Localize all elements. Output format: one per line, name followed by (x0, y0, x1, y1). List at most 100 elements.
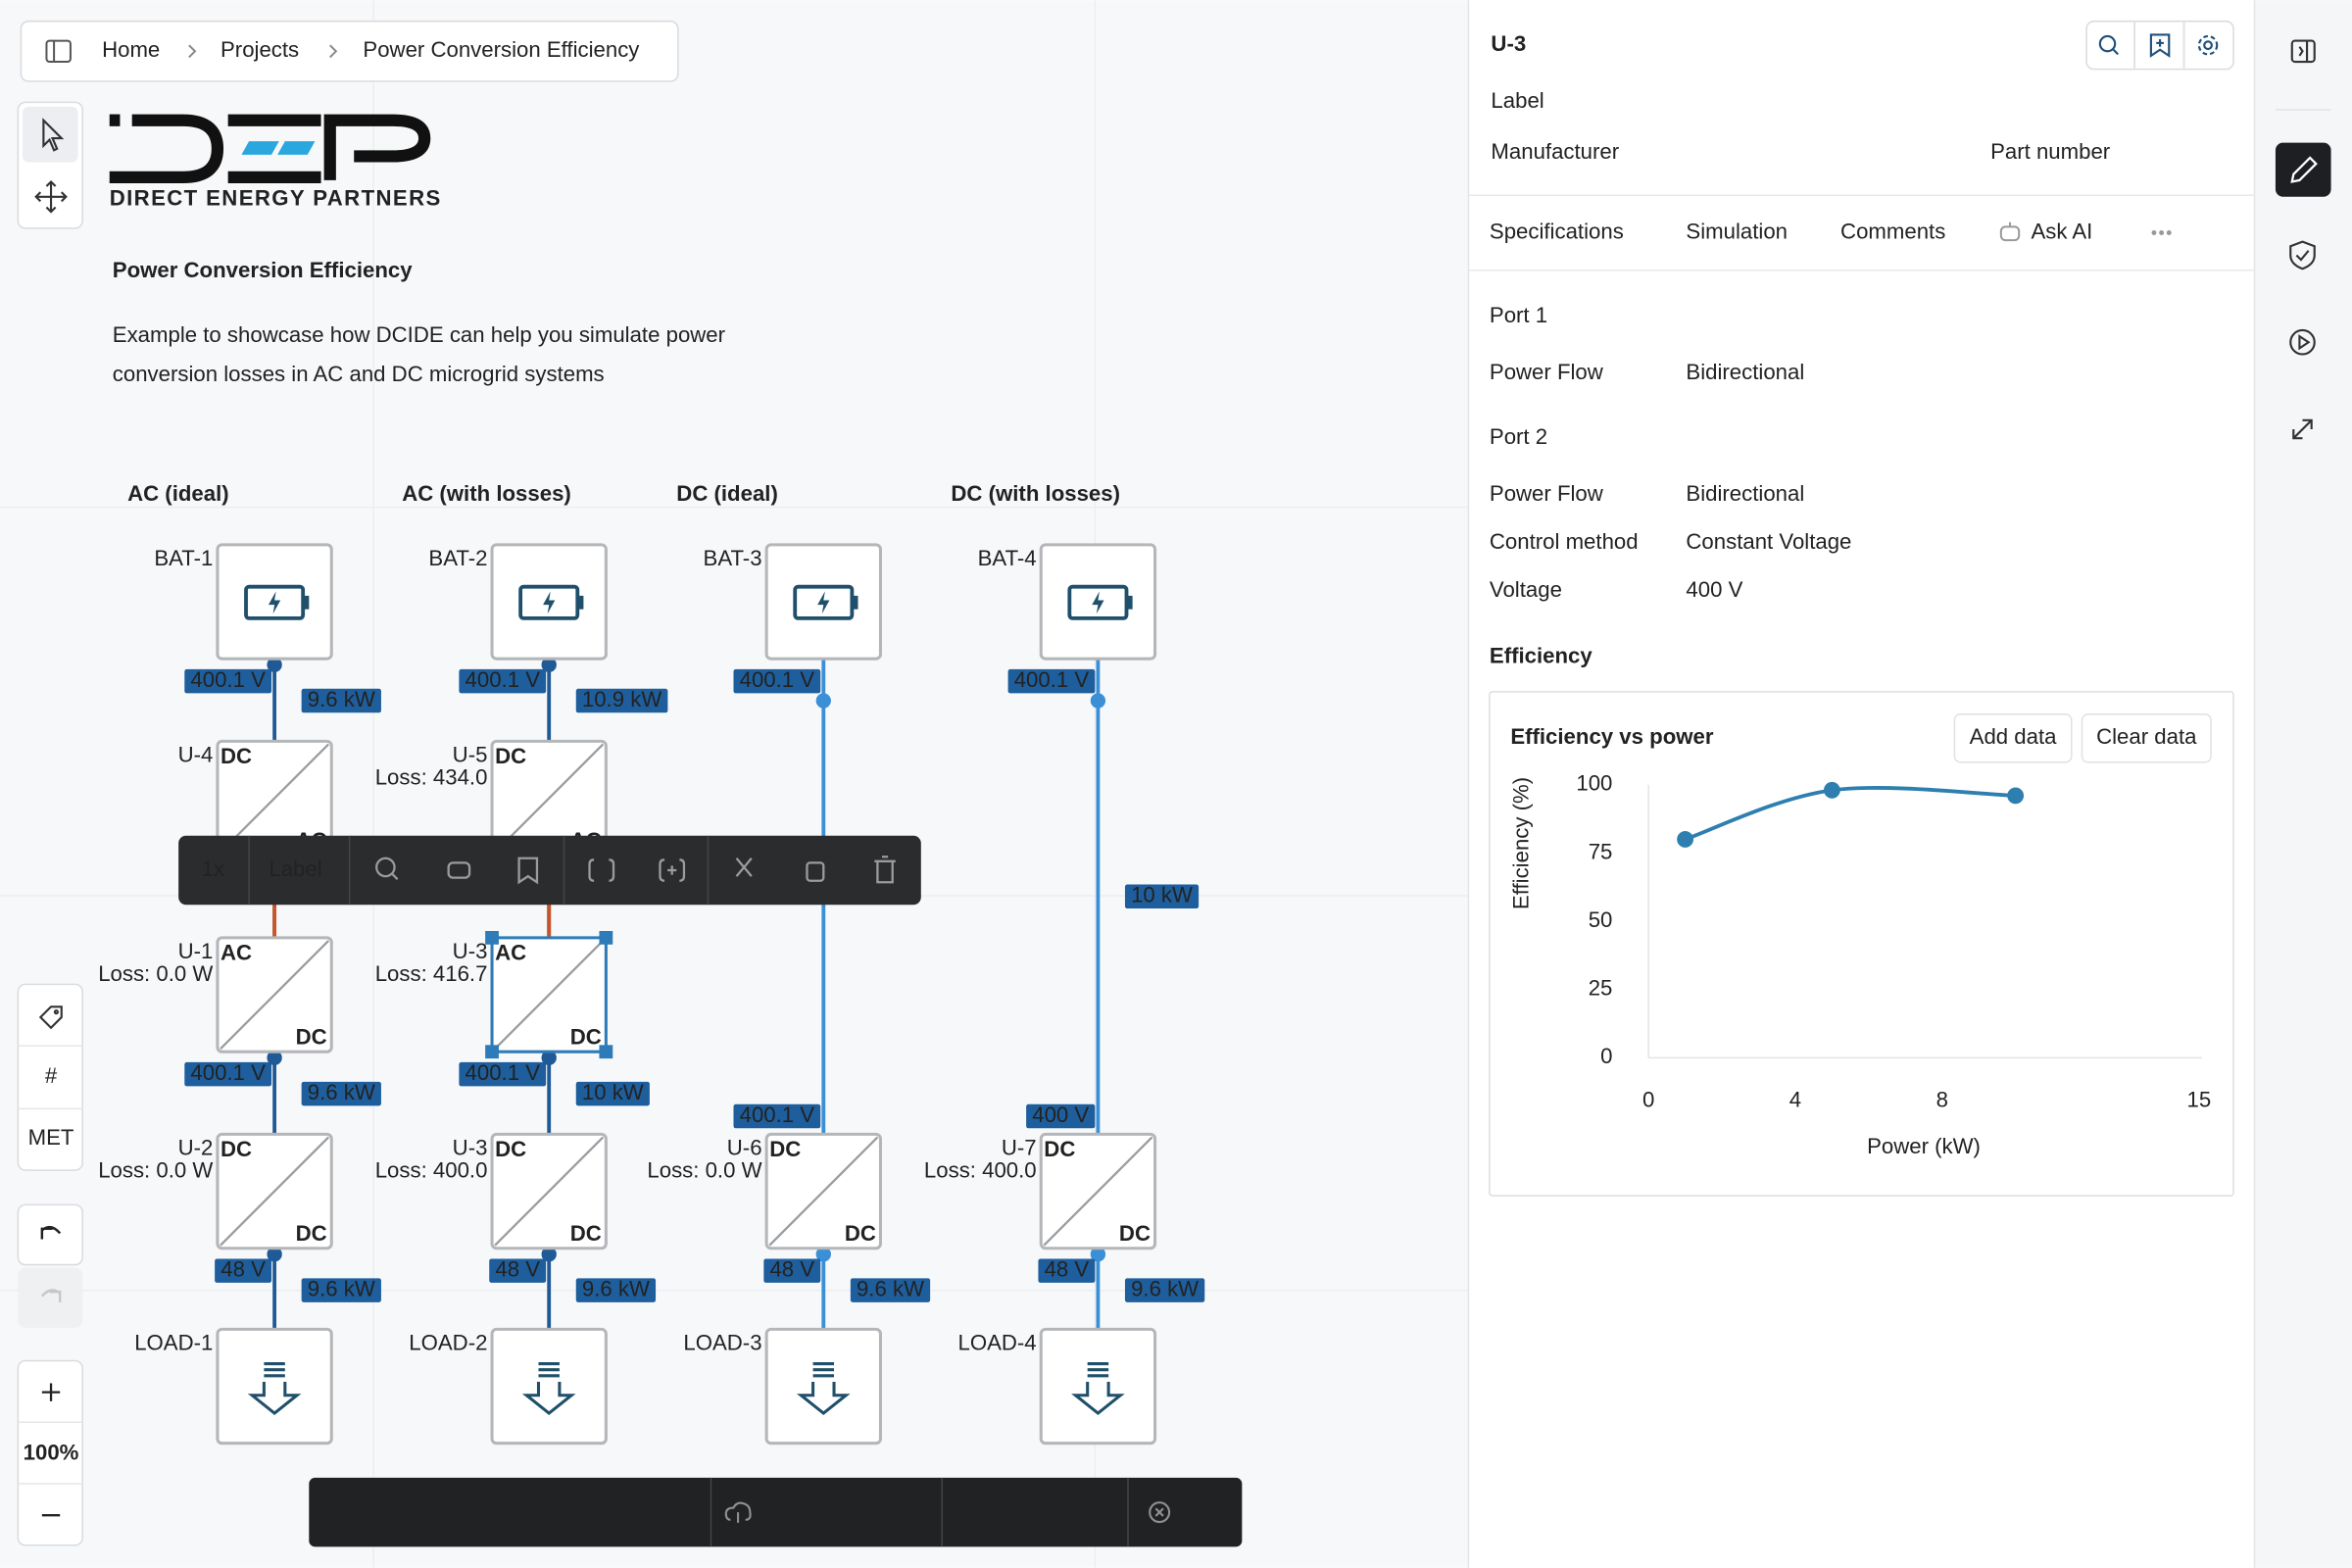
flow-label-bg (184, 1061, 272, 1087)
component-label: LOAD-2 (409, 1331, 487, 1355)
selection-handle[interactable] (485, 931, 499, 945)
ai-icon (1999, 221, 2021, 242)
flow-label-bg (459, 668, 547, 694)
group-icon[interactable] (588, 858, 615, 882)
strip-icons[interactable] (2290, 39, 2316, 64)
port-dot (815, 1247, 831, 1262)
battery-nub (1126, 595, 1133, 610)
copy-icon[interactable] (806, 861, 825, 882)
flow-label: 400.1 V (190, 1060, 266, 1085)
bookmark-icon[interactable] (517, 857, 539, 885)
load-arrow (521, 1381, 576, 1416)
flow-label: 400.1 V (1014, 667, 1090, 692)
undo-button[interactable] (17, 1203, 83, 1266)
component-label: BAT-3 (704, 546, 762, 570)
y-tick-label: 25 (1589, 976, 1613, 1001)
property-value: Bidirectional (1686, 360, 1804, 384)
component-label: BAT-1 (154, 546, 213, 570)
tab[interactable]: Ask AI (2031, 219, 2092, 243)
label-input[interactable]: Label (1491, 88, 1544, 113)
breadcrumb-item[interactable]: Home (102, 37, 160, 62)
converter-output: DC (570, 1221, 602, 1246)
flow-label-bg (763, 1258, 821, 1283)
zoom-level: 100% (24, 1440, 79, 1464)
grid-tool[interactable]: # (45, 1063, 58, 1088)
flow-label: 400.1 V (740, 667, 815, 692)
flow-label-bg (184, 668, 272, 694)
chart-button-label[interactable]: Clear data (2096, 724, 2197, 749)
converter-output: DC (570, 1024, 602, 1049)
ai-icon[interactable] (447, 861, 471, 879)
converter-input: DC (220, 744, 252, 768)
label-button[interactable]: Label (269, 857, 321, 881)
edit-mode-button[interactable] (2275, 142, 2331, 197)
save-image-button[interactable]: Save as image (763, 1498, 907, 1523)
data-point (1823, 781, 1840, 799)
property-value: 400 V (1686, 577, 1742, 602)
tab[interactable]: Specifications (1490, 219, 1624, 243)
component-label: U-3 (453, 1136, 488, 1160)
x-tick-label: 15 (2187, 1088, 2212, 1112)
simulation-title: Simulation 02/16/2025 9:35 PM (333, 1498, 637, 1523)
x-tick-label: 4 (1789, 1088, 1801, 1112)
column-heading: AC (with losses) (402, 481, 571, 506)
component-loss: Loss: 400.0 (924, 1158, 1037, 1183)
selection-handle[interactable] (599, 1045, 613, 1059)
tab[interactable]: Comments (1840, 219, 1945, 243)
converter-diagonal (220, 743, 330, 854)
chart-button[interactable] (2081, 713, 2212, 763)
exit-button[interactable]: Exit (1185, 1498, 1221, 1523)
strip-icons-lower[interactable] (2289, 240, 2316, 440)
chart-button[interactable] (1953, 713, 2073, 763)
component-load[interactable] (1039, 1327, 1157, 1446)
tab[interactable]: Simulation (1686, 219, 1788, 243)
redo-button[interactable] (18, 1267, 83, 1328)
delete-icon[interactable] (874, 856, 896, 884)
breadcrumb-item[interactable]: Projects (220, 37, 299, 62)
chart-button-label[interactable]: Add data (1970, 724, 2057, 749)
speed-button[interactable]: 1x (202, 857, 224, 881)
part-number-input[interactable]: Part number (1990, 139, 2111, 164)
property-name: Power Flow (1490, 481, 1604, 506)
show-current-button[interactable]: Show Current (958, 1498, 1092, 1523)
component-load[interactable] (216, 1327, 333, 1446)
component-label: U-3 (453, 939, 488, 963)
zoom-in[interactable] (41, 1383, 61, 1401)
flow-label: 9.6 kW (308, 1276, 375, 1300)
flow-label-bg (215, 1258, 272, 1283)
component-loss: Loss: 0.0 W (98, 1158, 213, 1183)
tag-tool[interactable] (38, 1005, 63, 1030)
battery-nub (852, 595, 858, 610)
panel-action-icons[interactable] (2098, 21, 2219, 70)
component-load[interactable] (490, 1327, 608, 1446)
manufacturer-input[interactable]: Manufacturer (1491, 139, 1619, 164)
converter-input: AC (220, 941, 252, 965)
battery-bolt (817, 591, 830, 614)
metric-tool[interactable]: MET (28, 1125, 74, 1150)
search-icon[interactable] (375, 857, 396, 878)
move-tool[interactable] (34, 179, 68, 214)
pencil-icon (2290, 156, 2318, 183)
port-dot (267, 657, 282, 672)
flow-label: 9.6 kW (308, 687, 375, 711)
flow-label: 9.6 kW (1131, 1276, 1199, 1300)
breadcrumb-item[interactable]: Power Conversion Efficiency (363, 37, 640, 62)
selection-handle[interactable] (485, 1045, 499, 1059)
converter-diagonal (220, 1136, 330, 1247)
cut-icon[interactable] (735, 858, 753, 877)
flow-label-bg (1007, 668, 1096, 694)
logo-tagline: DIRECT ENERGY PARTNERS (110, 186, 442, 211)
pointer-tool[interactable] (22, 106, 78, 163)
x-axis-label: Power (kW) (1867, 1134, 1981, 1158)
port-dot (541, 657, 557, 672)
battery-bolt (543, 591, 556, 614)
exit-icon (1149, 1501, 1171, 1524)
sidebar-toggle[interactable] (45, 39, 72, 64)
component-load[interactable] (764, 1327, 882, 1446)
tool-group-select (17, 101, 83, 229)
more-tabs[interactable] (2151, 230, 2172, 235)
ungroup-icon[interactable] (659, 858, 686, 882)
flow-label: 400.1 V (466, 1060, 541, 1085)
selection-handle[interactable] (599, 931, 613, 945)
